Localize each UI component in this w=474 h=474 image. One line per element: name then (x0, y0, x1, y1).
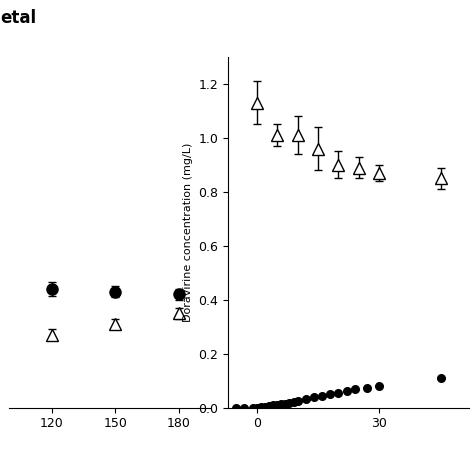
Y-axis label: Doravirine concentration (mg/L): Doravirine concentration (mg/L) (183, 143, 193, 322)
Text: etal: etal (0, 9, 36, 27)
